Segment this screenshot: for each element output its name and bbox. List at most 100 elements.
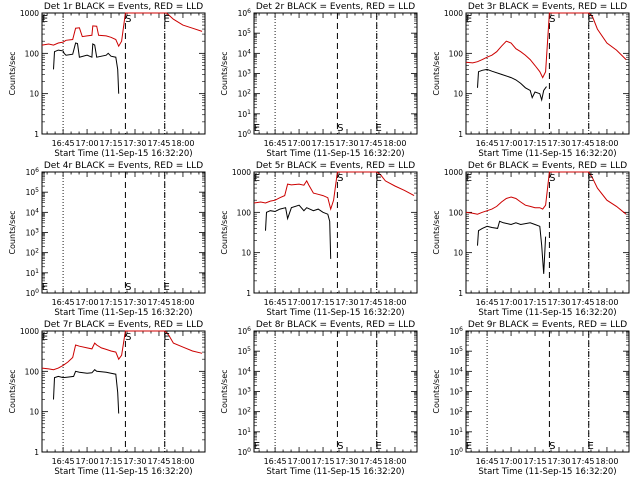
y-tick-label: 106	[238, 326, 252, 336]
y-tick-label: 103	[450, 387, 464, 397]
y-tick-label: 10	[241, 249, 251, 258]
x-tick-label: 17:00	[500, 457, 523, 466]
y-tick-label: 1000	[20, 327, 39, 336]
x-tick-label: 18:00	[383, 298, 406, 307]
marker-e: E	[254, 441, 260, 452]
marker-e: E	[587, 441, 593, 452]
marker-e: E	[163, 332, 169, 343]
x-axis-label: Start Time (11-Sep-15 16:32:20)	[54, 467, 192, 477]
y-tick-label: 100	[237, 208, 252, 217]
panel-title: Det 1r BLACK = Events, RED = LLD	[44, 2, 203, 12]
y-tick-label: 1000	[20, 9, 39, 18]
x-tick-label: 17:30	[123, 139, 146, 148]
series-events-line	[53, 42, 120, 94]
marker-e: E	[375, 123, 381, 134]
y-tick-label: 1	[246, 289, 251, 298]
x-tick-label: 17:15	[312, 298, 335, 307]
plot-frame	[465, 330, 630, 453]
marker-s: S	[125, 282, 131, 293]
x-tick-label: 17:00	[500, 298, 523, 307]
panel-title: Det 8r BLACK = Events, RED = LLD	[256, 320, 415, 330]
x-axis-label: Start Time (11-Sep-15 16:32:20)	[54, 308, 192, 318]
y-tick-label: 106	[238, 8, 252, 18]
x-tick-label: 16:45	[264, 298, 287, 307]
x-tick-label: 17:30	[547, 457, 570, 466]
x-tick-label: 17:15	[524, 457, 547, 466]
y-tick-label: 106	[26, 167, 40, 177]
x-tick-label: 16:45	[264, 457, 287, 466]
y-axis-label: Counts/sec	[220, 51, 229, 95]
x-tick-label: 18:00	[383, 457, 406, 466]
panel-title: Det 7r BLACK = Events, RED = LLD	[44, 320, 203, 330]
plot-frame	[41, 171, 206, 294]
plot-frame	[465, 12, 630, 135]
x-tick-label: 17:45	[359, 457, 382, 466]
x-axis-label: Start Time (11-Sep-15 16:32:20)	[266, 149, 404, 159]
x-tick-label: 17:45	[147, 457, 170, 466]
y-axis-label: Counts/sec	[432, 369, 441, 413]
x-tick-label: 17:45	[571, 298, 594, 307]
y-tick-label: 100	[449, 208, 464, 217]
y-tick-label: 104	[450, 366, 464, 376]
marker-e: E	[466, 441, 472, 452]
x-tick-label: 17:30	[335, 139, 358, 148]
y-tick-label: 105	[450, 346, 464, 356]
plot-frame	[465, 171, 630, 294]
y-tick-label: 100	[238, 129, 252, 139]
y-tick-label: 101	[238, 109, 252, 119]
y-tick-label: 105	[238, 28, 252, 38]
panel-title: Det 2r BLACK = Events, RED = LLD	[256, 2, 415, 12]
x-tick-label: 17:45	[571, 457, 594, 466]
x-tick-label: 17:00	[288, 457, 311, 466]
series-lld-line	[465, 12, 627, 79]
marker-e: E	[254, 123, 260, 134]
x-axis-label: Start Time (11-Sep-15 16:32:20)	[478, 149, 616, 159]
marker-s: S	[125, 14, 131, 25]
marker-s: S	[549, 441, 555, 452]
x-tick-label: 16:45	[264, 139, 287, 148]
y-tick-label: 103	[238, 387, 252, 397]
y-tick-label: 104	[26, 207, 40, 217]
marker-e: E	[163, 14, 169, 25]
series-lld-line	[41, 12, 203, 48]
x-tick-label: 17:30	[547, 139, 570, 148]
x-axis-label: Start Time (11-Sep-15 16:32:20)	[266, 308, 404, 318]
marker-e: E	[163, 282, 169, 293]
y-tick-label: 1	[34, 448, 39, 457]
y-tick-label: 103	[26, 228, 40, 238]
y-tick-label: 105	[238, 346, 252, 356]
x-tick-label: 17:30	[123, 298, 146, 307]
y-axis-label: Counts/sec	[8, 210, 17, 254]
x-tick-label: 17:00	[288, 139, 311, 148]
x-tick-label: 17:15	[100, 139, 123, 148]
y-axis-label: Counts/sec	[432, 210, 441, 254]
plot-frame	[41, 330, 206, 453]
x-axis-label: Start Time (11-Sep-15 16:32:20)	[478, 308, 616, 318]
series-events-line	[477, 68, 547, 102]
marker-e: E	[42, 14, 48, 25]
x-axis-label: Start Time (11-Sep-15 16:32:20)	[478, 467, 616, 477]
x-tick-label: 16:45	[476, 457, 499, 466]
x-tick-label: 16:45	[476, 139, 499, 148]
y-tick-label: 1000	[444, 168, 463, 177]
y-tick-label: 101	[238, 427, 252, 437]
y-tick-label: 100	[25, 49, 40, 58]
x-tick-label: 18:00	[171, 457, 194, 466]
x-tick-label: 17:15	[524, 139, 547, 148]
y-tick-label: 10	[29, 90, 39, 99]
x-tick-label: 18:00	[595, 139, 618, 148]
x-tick-label: 17:15	[312, 139, 335, 148]
y-tick-label: 104	[238, 366, 252, 376]
y-tick-label: 100	[26, 288, 40, 298]
x-tick-label: 16:45	[476, 298, 499, 307]
y-tick-label: 102	[26, 248, 40, 258]
y-tick-label: 102	[238, 407, 252, 417]
y-tick-label: 106	[450, 326, 464, 336]
x-tick-label: 16:45	[52, 298, 75, 307]
y-tick-label: 101	[450, 427, 464, 437]
